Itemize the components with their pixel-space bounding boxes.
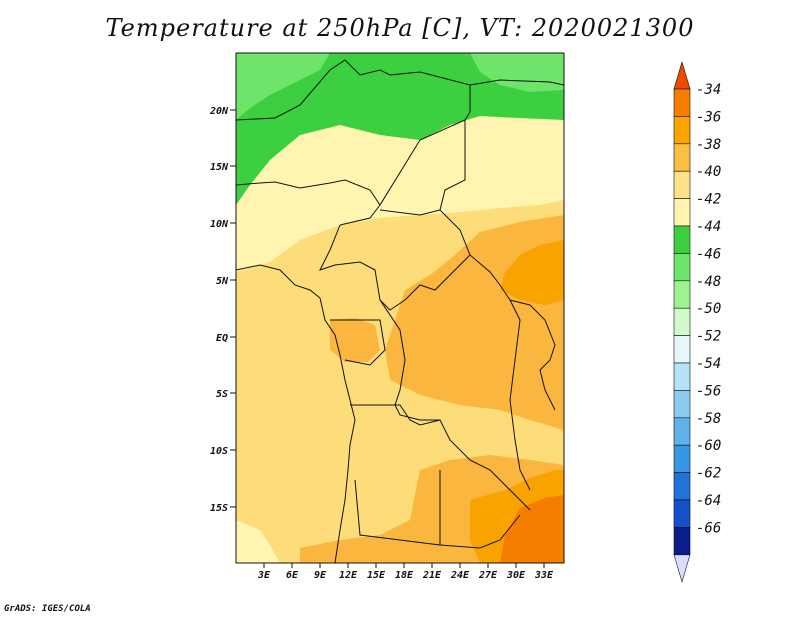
map-frame bbox=[235, 52, 565, 564]
lat-label-15s: 15S bbox=[210, 503, 228, 514]
lon-label-33e: 33E bbox=[534, 570, 554, 581]
colorbar-level-label: -38 bbox=[696, 137, 721, 153]
lon-label-6e: 6E bbox=[286, 570, 299, 581]
lat-label-15n: 15N bbox=[210, 162, 229, 173]
colorbar-box bbox=[673, 472, 691, 501]
colorbar-box bbox=[673, 444, 691, 473]
colorbar-level-label: -42 bbox=[696, 192, 721, 208]
lat-label-20n: 20N bbox=[209, 106, 229, 117]
lat-label-5n: 5N bbox=[216, 276, 229, 287]
region-minus38-west bbox=[330, 318, 380, 362]
lon-axis: 3E 6E 9E 12E 15E 18E 21E 24E 27E 30E 33E bbox=[257, 563, 554, 581]
colorbar-level-label: -46 bbox=[696, 246, 721, 262]
colorbar-box bbox=[673, 335, 691, 364]
colorbar-level-label: -52 bbox=[696, 329, 721, 345]
colorbar-level-label: -44 bbox=[696, 219, 721, 235]
colorbar-level-label: -54 bbox=[696, 356, 721, 372]
colorbar-box bbox=[673, 417, 691, 446]
region-minus46-b bbox=[470, 53, 564, 92]
colorbar-level-label: -40 bbox=[696, 164, 721, 180]
colorbar-box bbox=[673, 198, 691, 227]
lat-label-eq: EQ bbox=[216, 333, 228, 344]
colorbar-level-label: -66 bbox=[696, 520, 721, 536]
colorbar-box bbox=[673, 253, 691, 282]
colorbar-box bbox=[673, 362, 691, 391]
colorbar-box bbox=[673, 170, 691, 199]
colorbar-box bbox=[673, 88, 691, 117]
lon-label-27e: 27E bbox=[478, 570, 498, 581]
colorbar-level-label: -64 bbox=[696, 493, 721, 509]
colorbar-arrow-bottom bbox=[673, 554, 691, 583]
region-minus42-west bbox=[236, 520, 280, 563]
colorbar: -34 -36 -38 -40 -42 -44 -46 -48 -50 -52 -54 -56 -58 -… bbox=[673, 60, 721, 583]
colorbar-box bbox=[673, 280, 691, 309]
lat-label-10n: 10N bbox=[210, 219, 229, 230]
colorbar-level-label: -56 bbox=[696, 383, 721, 399]
temperature-field bbox=[236, 53, 564, 563]
region-minus44-north bbox=[236, 53, 564, 205]
colorbar-arrow-top bbox=[673, 60, 691, 90]
region-minus36-east bbox=[500, 240, 564, 305]
region-minus46-a bbox=[236, 53, 330, 120]
colorbar-box bbox=[673, 143, 691, 172]
region-minus34-south bbox=[500, 495, 564, 563]
colorbar-level-label: -36 bbox=[696, 109, 721, 125]
colorbar-box bbox=[673, 307, 691, 336]
grads-credit: GrADS: IGES/COLA bbox=[4, 604, 91, 614]
lon-label-15e: 15E bbox=[367, 570, 386, 581]
lat-axis: 20N 15N 10N 5N EQ 5S 10S 15S bbox=[209, 106, 236, 514]
colorbar-level-label: -50 bbox=[696, 301, 721, 317]
lon-label-9e: 9E bbox=[314, 570, 327, 581]
lat-label-5s: 5S bbox=[216, 389, 228, 400]
colorbar-box bbox=[673, 225, 691, 254]
colorbar-level-label: -34 bbox=[696, 82, 721, 98]
colorbar-level-label: -48 bbox=[696, 274, 721, 290]
colorbar-level-label: -60 bbox=[696, 438, 721, 454]
colorbar-box bbox=[673, 499, 691, 528]
lon-label-12e: 12E bbox=[339, 570, 358, 581]
chart-title: Temperature at 250hPa [C], VT: 202002130… bbox=[105, 14, 695, 42]
colorbar-box bbox=[673, 527, 691, 556]
colorbar-level-label: -58 bbox=[696, 411, 721, 427]
lat-label-10s: 10S bbox=[210, 446, 228, 457]
lon-label-3e: 3E bbox=[257, 570, 271, 581]
lon-label-24e: 24E bbox=[450, 570, 470, 581]
colorbar-box bbox=[673, 116, 691, 145]
lon-label-30e: 30E bbox=[506, 570, 526, 581]
colorbar-level-label: -62 bbox=[696, 466, 721, 482]
colorbar-box bbox=[673, 390, 691, 419]
lon-label-18e: 18E bbox=[395, 570, 414, 581]
country-borders bbox=[236, 59, 564, 563]
lon-label-21e: 21E bbox=[422, 570, 442, 581]
